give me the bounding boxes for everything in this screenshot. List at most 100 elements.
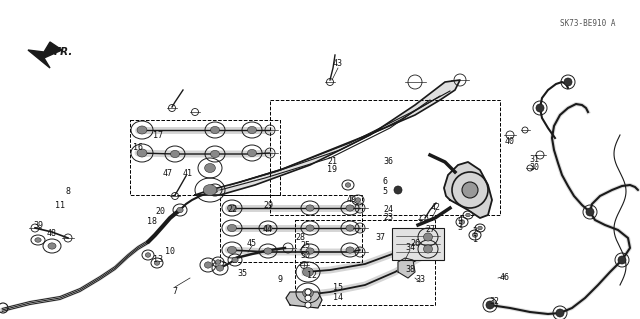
Ellipse shape — [306, 205, 314, 211]
Ellipse shape — [177, 207, 183, 213]
Text: 29: 29 — [263, 201, 273, 210]
Polygon shape — [28, 42, 62, 68]
Text: FR.: FR. — [54, 47, 74, 57]
Text: 19: 19 — [327, 166, 337, 174]
Text: 47: 47 — [163, 168, 173, 177]
Ellipse shape — [303, 268, 314, 277]
Text: 16: 16 — [133, 144, 143, 152]
Text: 22: 22 — [227, 205, 237, 214]
Ellipse shape — [346, 183, 351, 187]
Text: 26: 26 — [410, 240, 420, 249]
Ellipse shape — [212, 187, 218, 193]
Text: 13: 13 — [153, 256, 163, 264]
Text: 30: 30 — [529, 164, 539, 173]
Ellipse shape — [48, 243, 56, 249]
Text: 33: 33 — [415, 276, 425, 285]
Text: 37: 37 — [375, 234, 385, 242]
Text: 25: 25 — [300, 241, 310, 250]
Text: 4: 4 — [458, 216, 463, 225]
Text: 2: 2 — [472, 227, 477, 236]
Text: 34: 34 — [405, 243, 415, 253]
Ellipse shape — [227, 246, 237, 254]
Ellipse shape — [170, 150, 179, 158]
Ellipse shape — [355, 198, 361, 202]
Ellipse shape — [216, 265, 223, 271]
Text: 11: 11 — [55, 201, 65, 210]
Text: 20: 20 — [155, 207, 165, 217]
Ellipse shape — [472, 233, 477, 237]
Text: 17: 17 — [153, 130, 163, 139]
Text: 3: 3 — [458, 224, 463, 233]
Ellipse shape — [306, 225, 314, 231]
Text: 42: 42 — [431, 204, 441, 212]
Ellipse shape — [227, 224, 237, 232]
Ellipse shape — [424, 245, 433, 253]
Circle shape — [305, 289, 311, 295]
Ellipse shape — [466, 213, 470, 217]
Circle shape — [536, 104, 544, 112]
Text: 5: 5 — [383, 188, 387, 197]
Text: 7: 7 — [173, 286, 177, 295]
Circle shape — [462, 182, 478, 198]
Circle shape — [618, 256, 626, 264]
Ellipse shape — [477, 226, 483, 230]
Ellipse shape — [137, 126, 147, 134]
Circle shape — [394, 186, 402, 194]
Ellipse shape — [35, 238, 41, 242]
Circle shape — [564, 78, 572, 86]
Circle shape — [586, 208, 594, 216]
Text: 46: 46 — [500, 273, 510, 283]
Ellipse shape — [215, 260, 221, 264]
Text: 9: 9 — [278, 276, 282, 285]
Text: 32: 32 — [489, 298, 499, 307]
Ellipse shape — [264, 248, 272, 254]
Text: 43: 43 — [333, 60, 343, 69]
Ellipse shape — [346, 205, 354, 211]
Ellipse shape — [460, 220, 465, 224]
Ellipse shape — [204, 185, 217, 196]
Polygon shape — [398, 258, 415, 278]
Ellipse shape — [205, 164, 216, 173]
Polygon shape — [444, 162, 492, 218]
Text: 14: 14 — [333, 293, 343, 301]
Text: 28: 28 — [295, 234, 305, 242]
Ellipse shape — [248, 126, 257, 134]
Text: 1: 1 — [472, 235, 477, 244]
Text: 21: 21 — [327, 158, 337, 167]
Text: 23: 23 — [383, 213, 393, 222]
Text: 48: 48 — [47, 228, 57, 238]
Ellipse shape — [145, 253, 150, 257]
Text: 50: 50 — [300, 250, 310, 259]
Ellipse shape — [424, 233, 433, 241]
Text: 36: 36 — [383, 158, 393, 167]
Circle shape — [486, 301, 494, 309]
Circle shape — [305, 295, 311, 301]
Text: 39: 39 — [33, 220, 43, 229]
Text: 24: 24 — [383, 205, 393, 214]
Polygon shape — [286, 292, 322, 308]
Text: 35: 35 — [237, 269, 247, 278]
Ellipse shape — [211, 126, 220, 134]
Ellipse shape — [346, 247, 354, 253]
Text: 40: 40 — [505, 137, 515, 146]
Circle shape — [305, 302, 311, 308]
Ellipse shape — [204, 262, 212, 268]
Ellipse shape — [227, 204, 237, 211]
Ellipse shape — [137, 149, 147, 157]
Text: 49: 49 — [347, 196, 357, 204]
Circle shape — [556, 309, 564, 317]
Text: 15: 15 — [333, 284, 343, 293]
Text: 44: 44 — [263, 226, 273, 234]
Text: 41: 41 — [183, 168, 193, 177]
Text: 12: 12 — [307, 271, 317, 279]
Ellipse shape — [346, 225, 354, 231]
Text: 10: 10 — [165, 248, 175, 256]
Ellipse shape — [154, 261, 160, 265]
Text: 6: 6 — [383, 177, 387, 187]
Ellipse shape — [303, 288, 314, 298]
Text: 18: 18 — [147, 217, 157, 226]
Ellipse shape — [211, 150, 220, 158]
Text: 8: 8 — [65, 188, 70, 197]
Ellipse shape — [248, 149, 257, 157]
Bar — [392, 228, 444, 260]
